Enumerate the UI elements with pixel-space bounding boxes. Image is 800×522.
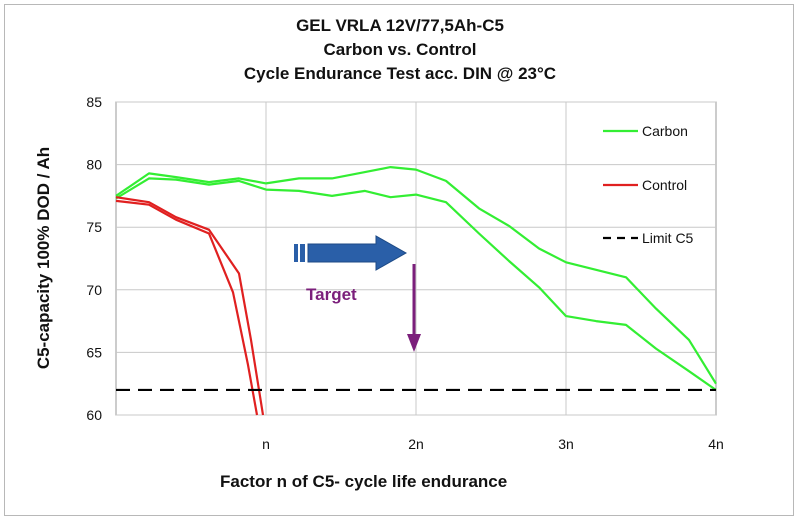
series-layer <box>115 166 717 416</box>
y-tick-label: 75 <box>86 219 102 235</box>
x-tick-label: 3n <box>558 436 574 452</box>
legend: Carbon Control Limit C5 <box>603 123 694 246</box>
series-line-control <box>115 199 259 416</box>
chart-title: GEL VRLA 12V/77,5Ah-C5 Carbon vs. Contro… <box>0 14 800 86</box>
chart-frame <box>4 4 794 516</box>
arrow-tail-bar <box>300 244 305 262</box>
down-arrow-icon <box>407 334 421 352</box>
tick-layer: 60 65 70 75 80 85 n 2n 3n 4n <box>86 94 723 452</box>
right-arrow-icon <box>307 235 408 271</box>
y-tick-label: 60 <box>86 407 102 423</box>
series-line-carbon <box>115 166 717 385</box>
chart-title-line-1: GEL VRLA 12V/77,5Ah-C5 <box>296 16 504 35</box>
target-label: Target <box>306 285 357 304</box>
arrow-tail-bar <box>294 244 298 262</box>
legend-label: Control <box>642 177 687 193</box>
legend-label: Carbon <box>642 123 688 139</box>
annotation-layer: Target <box>294 235 421 352</box>
x-tick-label: n <box>262 436 270 452</box>
chart-title-line-2: Carbon vs. Control <box>323 40 477 59</box>
y-tick-label: 65 <box>86 344 102 360</box>
grid-layer <box>115 101 717 416</box>
y-tick-label: 85 <box>86 94 102 110</box>
x-tick-label: 4n <box>708 436 724 452</box>
chart-title-line-3: Cycle Endurance Test acc. DIN @ 23°C <box>243 64 557 83</box>
x-tick-label: 2n <box>408 436 424 452</box>
series-line-control <box>115 196 265 416</box>
y-tick-label: 80 <box>86 157 102 173</box>
x-axis-label: Factor n of C5- cycle life endurance <box>220 472 508 491</box>
legend-label: Limit C5 <box>642 230 694 246</box>
y-tick-label: 70 <box>86 282 102 298</box>
series-line-carbon <box>115 177 717 391</box>
